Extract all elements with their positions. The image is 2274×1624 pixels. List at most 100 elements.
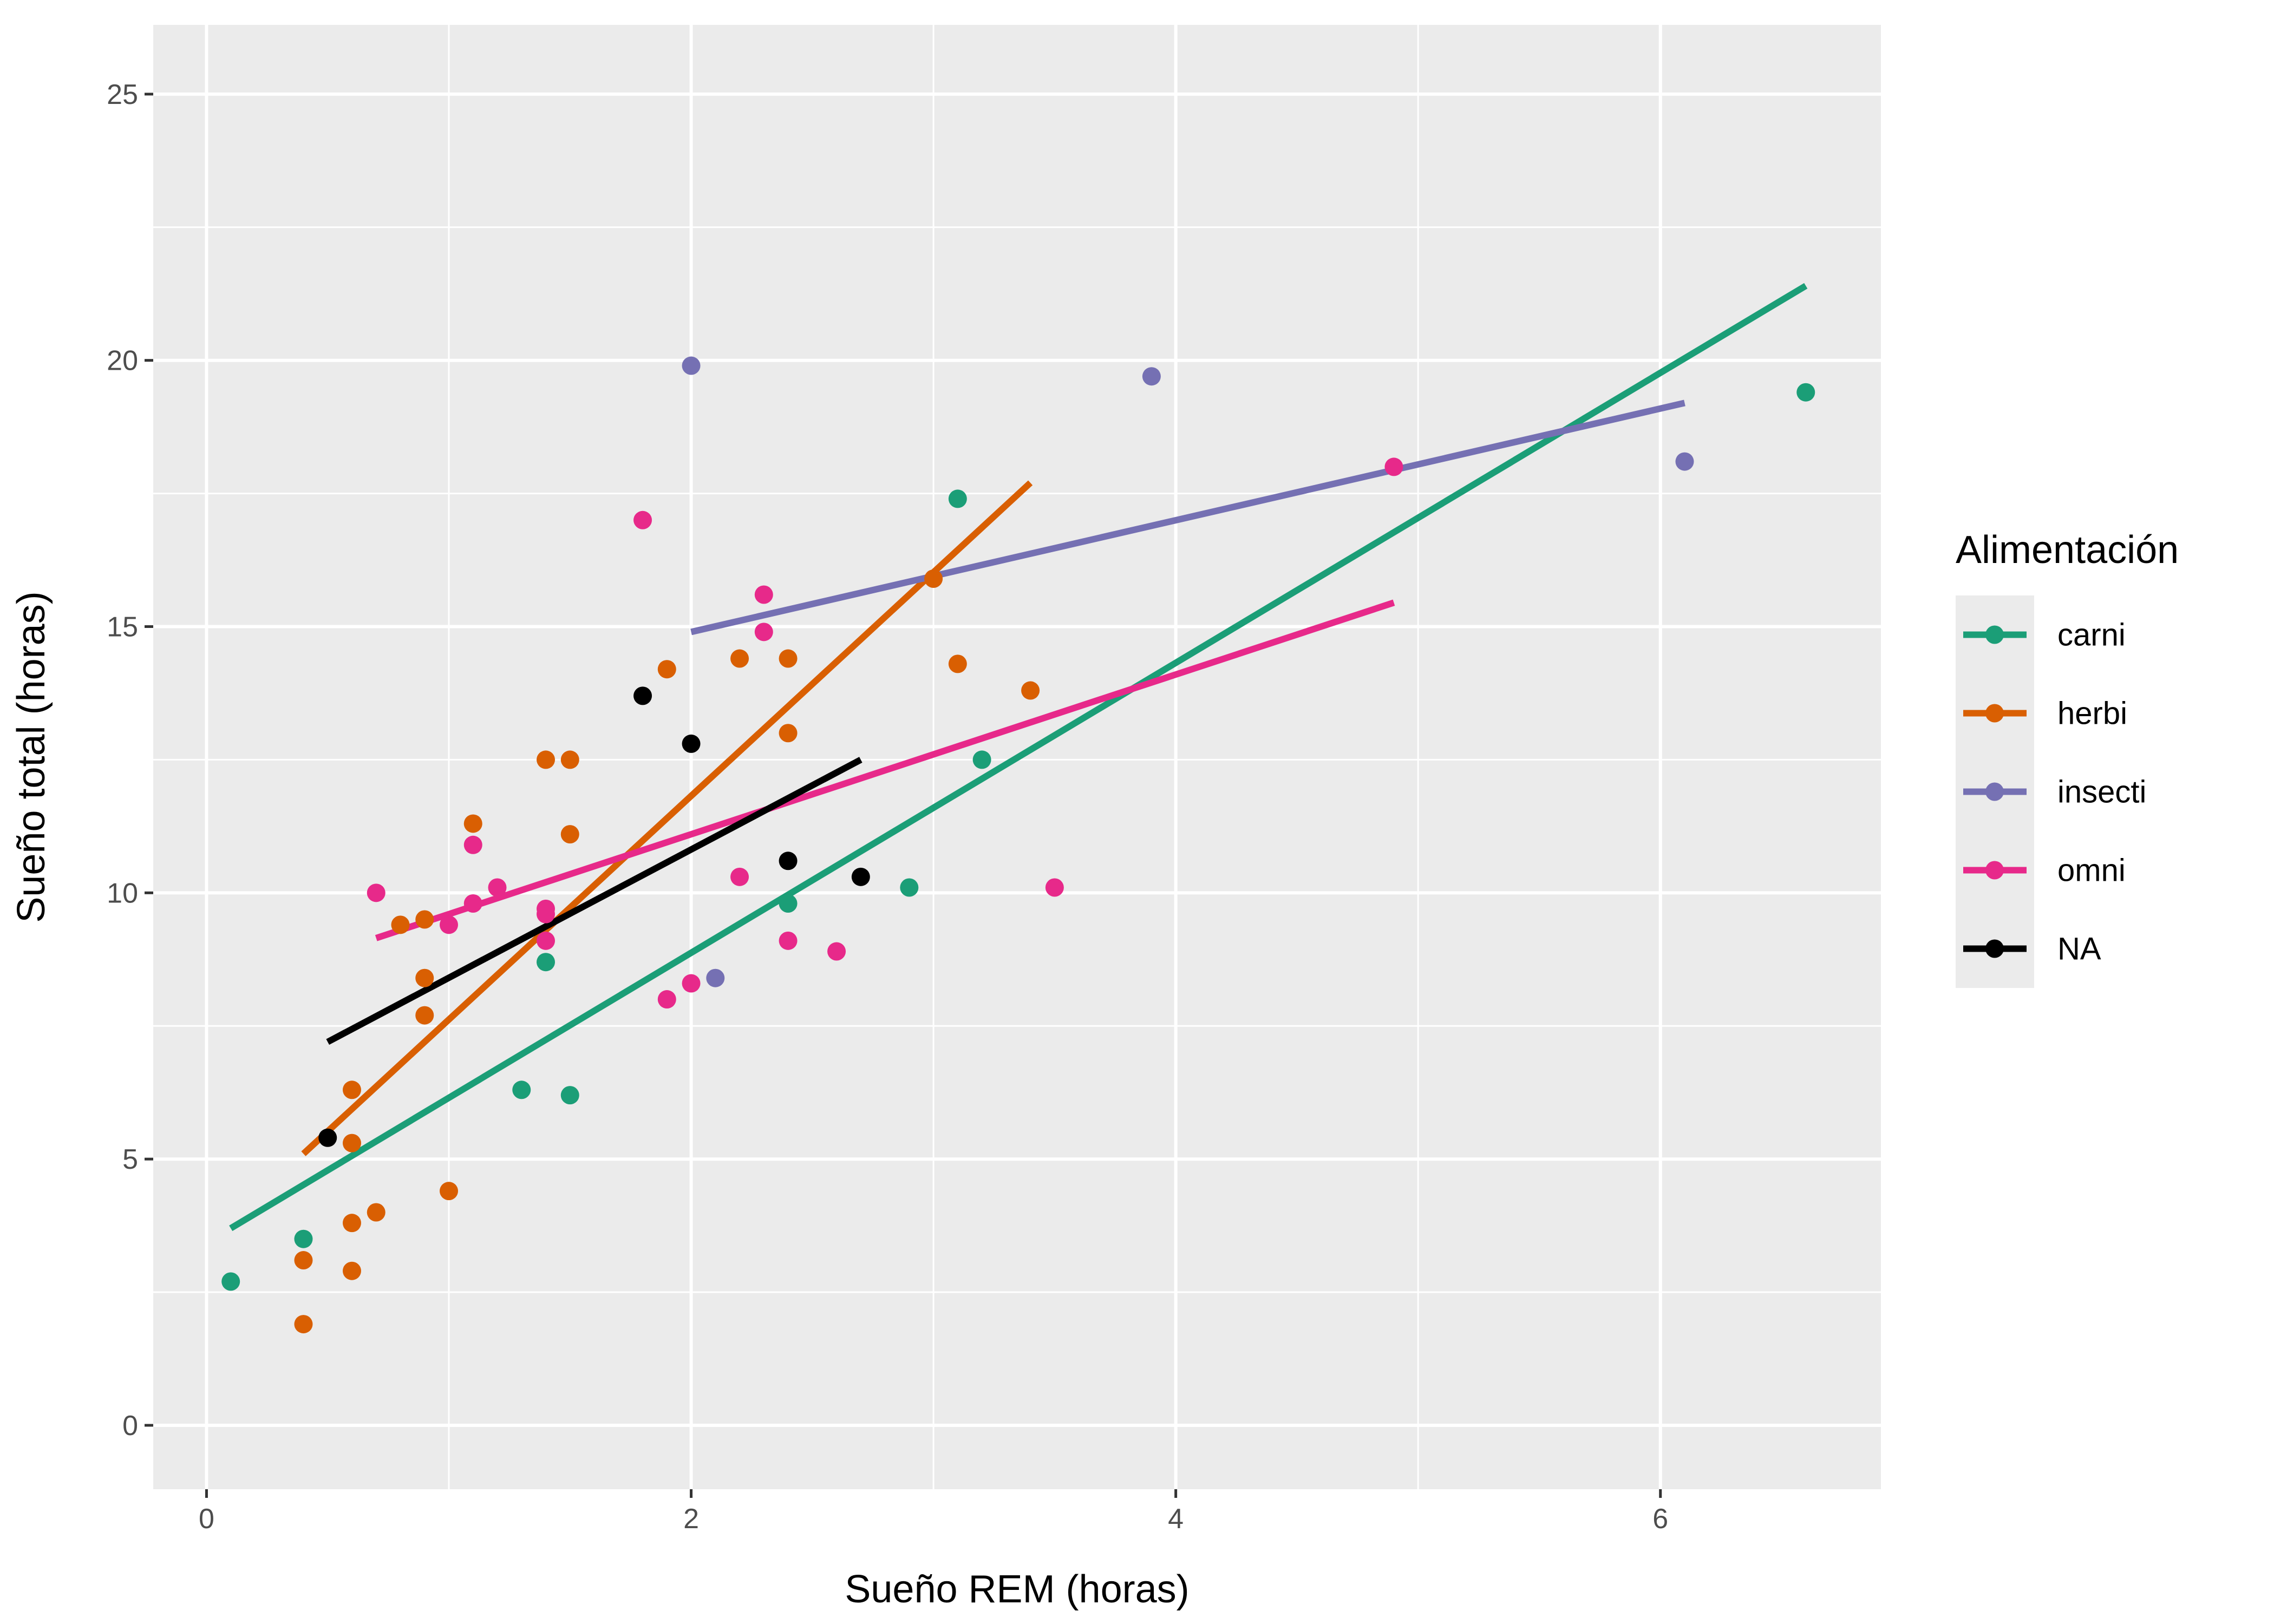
regression-lines	[229, 283, 1808, 1232]
point-herbi	[342, 1081, 361, 1099]
point-carni	[512, 1081, 531, 1099]
point-omni	[537, 899, 556, 918]
y-tick-label: 10	[107, 878, 138, 909]
fit-line-carni	[229, 283, 1808, 1232]
x-tick-label: 6	[1652, 1503, 1668, 1535]
point-herbi	[342, 1134, 361, 1152]
point-na	[682, 734, 701, 753]
point-herbi	[440, 1182, 459, 1201]
point-herbi	[294, 1251, 313, 1270]
point-omni	[633, 510, 652, 529]
point-herbi	[415, 968, 434, 987]
point-insecti	[1675, 452, 1694, 471]
point-omni	[537, 931, 556, 950]
fit-line-insecti	[690, 400, 1685, 636]
point-herbi	[415, 910, 434, 929]
point-omni	[682, 974, 701, 993]
point-carni	[537, 953, 556, 972]
point-omni	[779, 931, 798, 950]
point-insecti	[1142, 367, 1161, 386]
legend: Alimentación carni herbi insecti omni NA	[1956, 528, 2179, 988]
point-na	[851, 867, 870, 886]
point-insecti	[682, 356, 701, 375]
point-insecti	[706, 968, 725, 987]
point-carni	[900, 878, 919, 897]
point-herbi	[537, 750, 556, 769]
point-omni	[657, 990, 676, 1009]
point-herbi	[391, 915, 410, 934]
point-herbi	[779, 724, 798, 743]
point-herbi	[924, 569, 943, 588]
legend-label: herbi	[2057, 696, 2127, 731]
point-herbi	[1021, 681, 1040, 700]
point-herbi	[342, 1214, 361, 1233]
y-tick-label: 5	[122, 1144, 138, 1175]
legend-point-swatch	[1985, 861, 2004, 880]
point-omni	[827, 942, 846, 961]
point-herbi	[560, 825, 579, 844]
legend-item-herbi: herbi	[1963, 696, 2127, 731]
point-omni	[463, 835, 482, 854]
point-carni	[948, 489, 967, 508]
x-tick-label: 4	[1168, 1503, 1184, 1535]
point-carni	[221, 1272, 240, 1291]
point-carni	[1796, 383, 1815, 402]
major-gridlines	[153, 25, 1881, 1489]
point-omni	[754, 623, 773, 641]
legend-point-swatch	[1985, 704, 2004, 723]
legend-point-swatch	[1985, 939, 2004, 958]
point-herbi	[560, 750, 579, 769]
point-carni	[779, 894, 798, 913]
point-herbi	[730, 649, 749, 668]
point-herbi	[415, 1006, 434, 1025]
legend-item-insecti: insecti	[1963, 775, 2146, 810]
y-tick-label: 15	[107, 612, 138, 643]
x-axis-title: Sueño REM (horas)	[845, 1568, 1189, 1611]
fit-line-na	[326, 757, 862, 1045]
point-herbi	[294, 1315, 313, 1334]
y-tick-label: 0	[122, 1410, 138, 1442]
fit-line-omni	[375, 599, 1395, 941]
point-omni	[1045, 878, 1064, 897]
point-omni	[754, 585, 773, 604]
point-na	[633, 686, 652, 705]
point-carni	[294, 1229, 313, 1248]
point-na	[318, 1128, 337, 1147]
point-herbi	[948, 654, 967, 673]
point-omni	[463, 894, 482, 913]
fit-line-herbi	[301, 480, 1033, 1156]
legend-label: insecti	[2057, 775, 2146, 810]
data-points	[221, 356, 1815, 1334]
y-tick-label: 20	[107, 345, 138, 377]
point-carni	[972, 750, 991, 769]
point-na	[779, 852, 798, 870]
legend-items: carni herbi insecti omni NA	[1963, 618, 2146, 967]
legend-label: carni	[2057, 618, 2126, 653]
legend-label: omni	[2057, 853, 2126, 888]
point-omni	[488, 878, 507, 897]
point-omni	[730, 867, 749, 886]
legend-title: Alimentación	[1956, 528, 2179, 572]
point-herbi	[463, 814, 482, 833]
point-herbi	[657, 660, 676, 679]
point-herbi	[367, 1203, 385, 1222]
x-tick-label: 0	[199, 1503, 214, 1535]
point-omni	[1384, 457, 1403, 476]
y-axis-title: Sueño total (horas)	[10, 591, 53, 922]
legend-item-na: NA	[1963, 932, 2101, 967]
x-axis: 0 2 4 6	[199, 1489, 1668, 1535]
x-tick-label: 2	[683, 1503, 699, 1535]
legend-point-swatch	[1985, 625, 2004, 644]
point-omni	[367, 883, 385, 902]
point-omni	[440, 915, 459, 934]
legend-point-swatch	[1985, 782, 2004, 801]
point-carni	[560, 1086, 579, 1105]
point-herbi	[342, 1261, 361, 1280]
y-tick-label: 25	[107, 79, 138, 110]
legend-item-omni: omni	[1963, 853, 2126, 888]
y-axis: 0 5 10 15 20 25	[107, 79, 153, 1442]
legend-label: NA	[2057, 932, 2101, 967]
legend-item-carni: carni	[1963, 618, 2126, 653]
point-herbi	[779, 649, 798, 668]
